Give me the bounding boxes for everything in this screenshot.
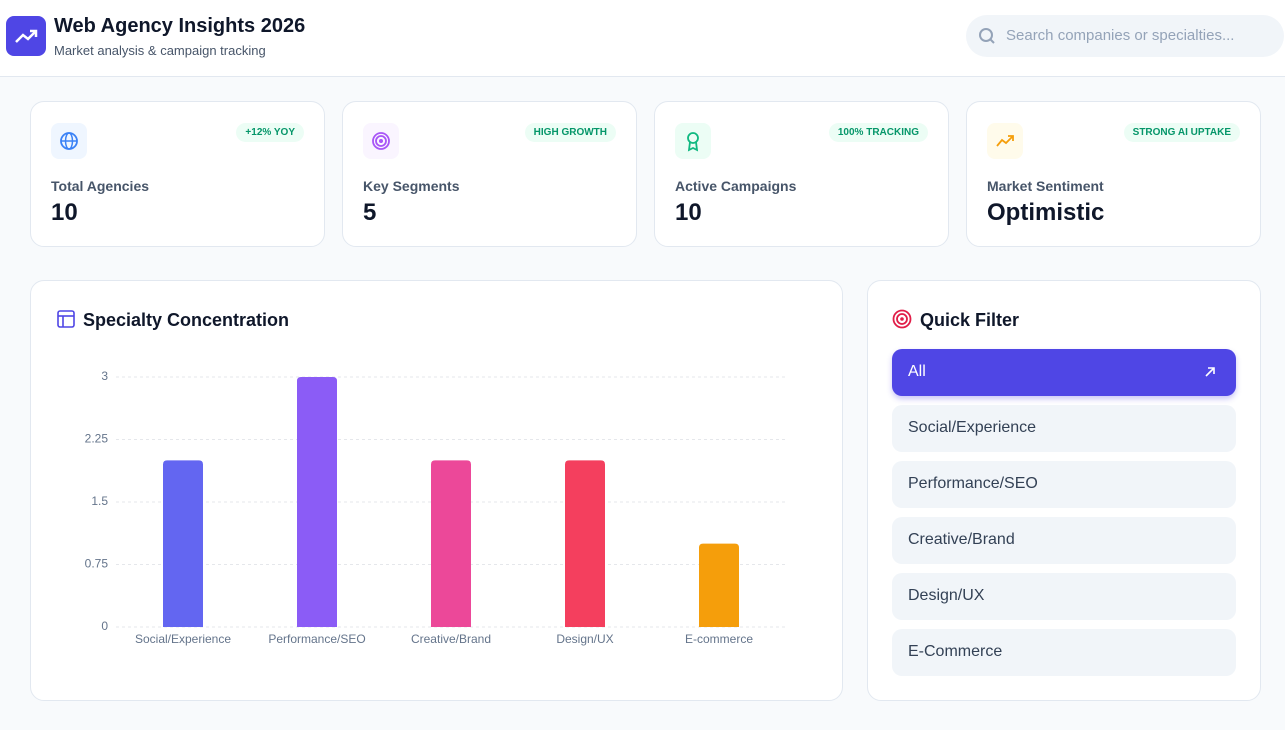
stat-label: Total Agencies [51,178,150,194]
stat-badge: +12% YOY [236,123,304,142]
bar [163,460,203,627]
filter-option[interactable]: Performance/SEO [892,461,1236,508]
stat-badge: HIGH GROWTH [524,123,616,142]
stat-value: 10 [675,199,702,226]
filter-label: Social/Experience [908,419,1037,436]
filter-label: E-Commerce [908,643,1003,660]
filter-label: Performance/SEO [908,475,1038,492]
filter-panel: Quick Filter All Social/Experience Perform… [867,280,1261,701]
filter-option[interactable]: E-Commerce [892,629,1236,676]
stat-value: Optimistic [987,199,1105,226]
chart: 0 0.75 1.5 2.25 3 Social/Experience Performanc… [85,369,786,646]
chart-title: Specialty Concentration [83,310,290,330]
y-tick-label: 1.5 [91,494,108,508]
stat-label: Market Sentiment [987,178,1104,194]
stat-badge: 100% TRACKING [828,123,928,142]
filter-label: Creative/Brand [908,531,1015,548]
y-tick-label: 0 [101,619,108,633]
stat-card: HIGH GROWTH Key Segments 5 [342,101,637,247]
filter-option[interactable]: Creative/Brand [892,517,1236,564]
stat-card: STRONG AI UPTAKE Market Sentiment Optimi… [966,101,1261,247]
y-tick-label: 2.25 [85,432,109,446]
filter-option[interactable]: Design/UX [892,573,1236,620]
filter-label: All [908,363,926,380]
logo [6,16,46,56]
stat-label: Key Segments [363,178,460,194]
stat-value: 5 [363,199,377,226]
x-tick-label: Social/Experience [135,632,231,646]
app-title: Web Agency Insights 2026 [54,15,306,37]
y-tick-label: 0.75 [85,557,109,571]
header: Web Agency Insights 2026 Market analysis… [0,0,1285,77]
x-tick-label: Design/UX [556,632,613,646]
y-tick-label: 3 [101,369,108,383]
x-tick-label: Creative/Brand [411,632,491,646]
stat-badge: STRONG AI UPTAKE [1123,123,1240,142]
search-placeholder: Search companies or specialties... [1006,27,1235,44]
filter-option[interactable]: All [892,349,1236,396]
filter-label: Design/UX [908,587,985,604]
stat-card: +12% YOY Total Agencies 10 [30,101,325,247]
search-box[interactable]: Search companies or specialties... [966,15,1284,57]
stat-value: 10 [51,199,78,226]
x-tick-label: E-commerce [685,632,753,646]
bar [297,377,337,627]
stat-card: 100% TRACKING Active Campaigns 10 [654,101,949,247]
stat-label: Active Campaigns [675,178,797,194]
bar [565,460,605,627]
x-tick-label: Performance/SEO [268,632,365,646]
bar [699,543,739,627]
filter-option[interactable]: Social/Experience [892,405,1236,452]
app-subtitle: Market analysis & campaign tracking [54,43,266,58]
chart-panel: Specialty Concentration 0 0.75 1.5 2.25 3 Soc… [30,280,843,701]
filter-title: Quick Filter [920,310,1020,330]
bar [431,460,471,627]
